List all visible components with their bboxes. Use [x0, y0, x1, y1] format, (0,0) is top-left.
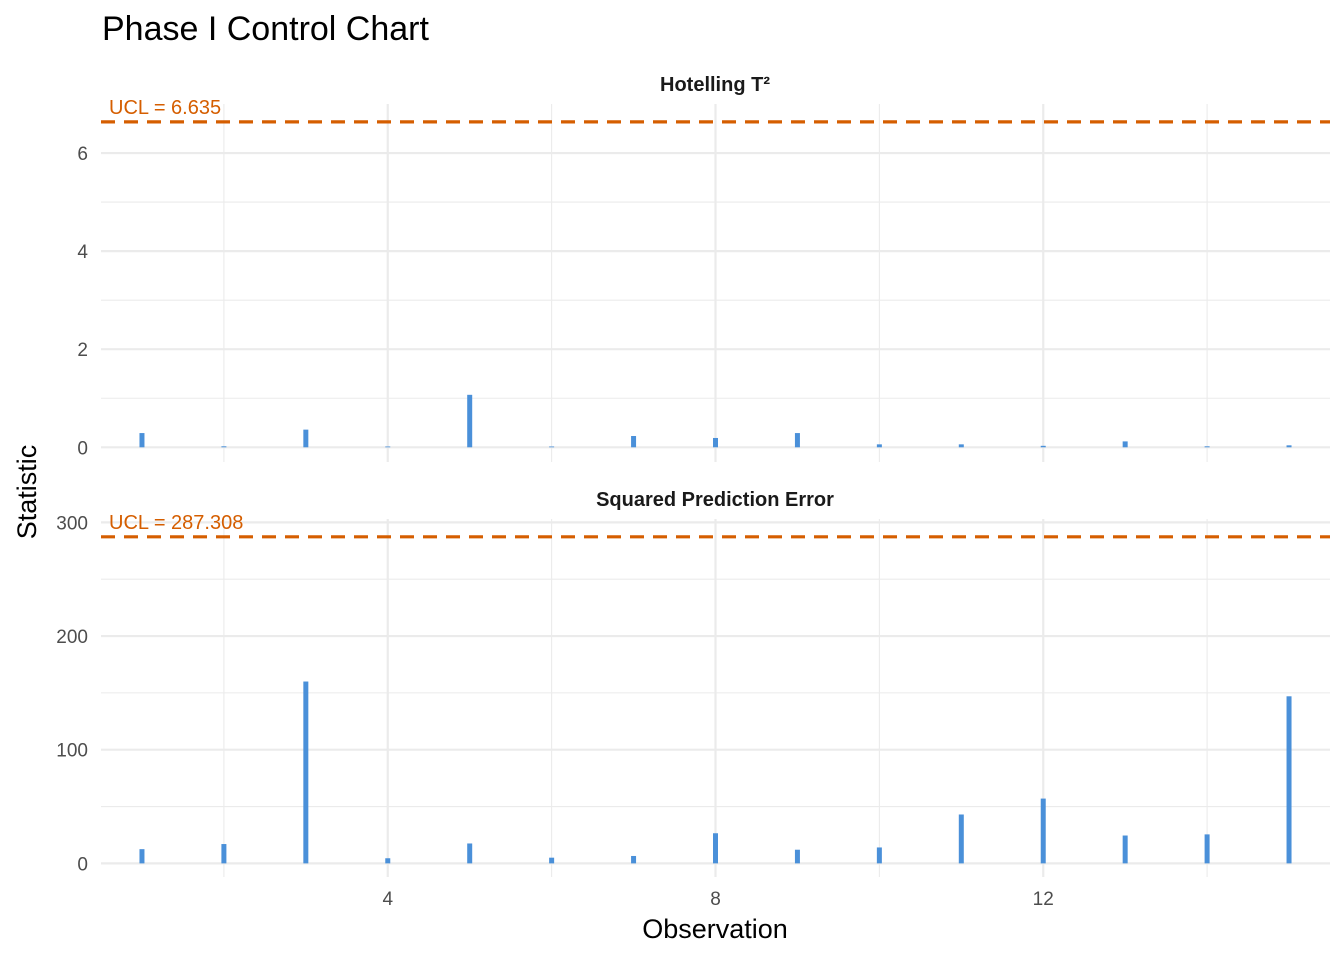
bar — [1122, 835, 1128, 864]
bar — [1040, 445, 1046, 448]
bar — [631, 855, 637, 864]
bar — [385, 858, 391, 864]
bar — [876, 847, 882, 864]
bar — [221, 844, 227, 864]
ucl-label: UCL = 287.308 — [109, 512, 243, 534]
bar — [1122, 441, 1128, 448]
bar — [221, 446, 227, 448]
x-tick-label: 12 — [1033, 889, 1054, 910]
panel-title-spe: Squared Prediction Error — [596, 489, 834, 511]
bar — [1286, 445, 1292, 448]
bar — [713, 437, 718, 448]
x-tick-label: 4 — [382, 889, 393, 910]
ucl-label: UCL = 6.635 — [109, 97, 221, 119]
bar — [467, 843, 473, 864]
bar — [139, 433, 145, 448]
bar — [713, 833, 718, 864]
y-tick-label: 300 — [56, 513, 88, 534]
bar — [549, 857, 555, 864]
bar — [1040, 798, 1046, 864]
panel-spe: 0 100 200 300 UCL = 287.308 — [56, 512, 1330, 877]
x-axis: 4 8 12 — [382, 889, 1053, 910]
bar — [139, 849, 145, 864]
bar — [1204, 446, 1210, 448]
y-tick-label: 0 — [77, 438, 88, 459]
bar — [876, 444, 882, 448]
chart-title: Phase I Control Chart — [102, 10, 429, 48]
bar — [1204, 834, 1210, 864]
y-tick-label: 200 — [56, 627, 88, 648]
y-tick-label: 0 — [77, 854, 88, 875]
panel-title-hotelling: Hotelling T² — [660, 74, 770, 96]
bar — [303, 681, 309, 864]
panel-hotelling: 0 2 4 6 UCL = 6.635 — [77, 97, 1330, 462]
y-tick-label: 2 — [77, 340, 88, 361]
bar — [467, 394, 473, 448]
x-axis-title: Observation — [642, 914, 788, 944]
y-tick-label: 6 — [77, 144, 88, 165]
x-tick-label: 8 — [710, 889, 721, 910]
y-axis-title: Statistic — [12, 445, 42, 540]
bar — [631, 436, 637, 448]
bar — [385, 446, 391, 448]
bar — [958, 814, 964, 864]
bar — [958, 444, 964, 448]
bar — [303, 429, 309, 448]
y-tick-label: 100 — [56, 741, 88, 762]
bar — [794, 433, 800, 448]
y-tick-label: 4 — [77, 242, 88, 263]
bar — [549, 446, 555, 448]
bar — [1286, 696, 1292, 864]
bar — [794, 849, 800, 864]
